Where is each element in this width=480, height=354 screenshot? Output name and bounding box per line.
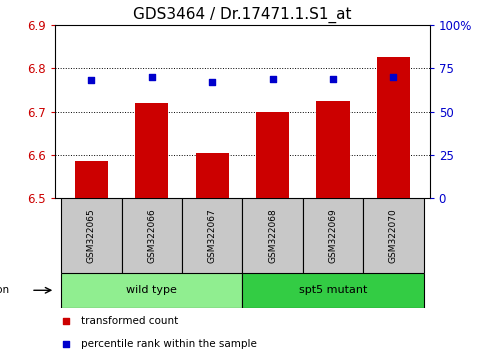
Bar — [75, 161, 108, 198]
Text: GSM322068: GSM322068 — [268, 208, 277, 263]
Point — [62, 318, 70, 324]
Text: percentile rank within the sample: percentile rank within the sample — [82, 339, 257, 349]
Bar — [61, 198, 121, 273]
Text: genotype/variation: genotype/variation — [0, 285, 10, 295]
Bar — [242, 273, 423, 308]
Text: transformed count: transformed count — [82, 316, 179, 326]
Text: GSM322065: GSM322065 — [87, 208, 96, 263]
Point — [390, 74, 397, 80]
Point — [62, 341, 70, 347]
Bar — [303, 198, 363, 273]
Bar — [61, 273, 242, 308]
Point — [329, 76, 337, 81]
Bar — [377, 57, 410, 198]
Bar — [363, 198, 423, 273]
Bar — [256, 112, 289, 198]
Point — [208, 79, 216, 85]
Title: GDS3464 / Dr.17471.1.S1_at: GDS3464 / Dr.17471.1.S1_at — [133, 7, 352, 23]
Text: wild type: wild type — [126, 285, 177, 295]
Text: GSM322069: GSM322069 — [328, 208, 337, 263]
Text: GSM322067: GSM322067 — [208, 208, 216, 263]
Point — [148, 74, 156, 80]
Text: GSM322070: GSM322070 — [389, 208, 398, 263]
Bar — [182, 198, 242, 273]
Text: spt5 mutant: spt5 mutant — [299, 285, 367, 295]
Bar — [316, 101, 349, 198]
Point — [269, 76, 276, 81]
Bar — [196, 153, 229, 198]
Bar — [242, 198, 303, 273]
Bar — [121, 198, 182, 273]
Point — [87, 78, 95, 83]
Text: GSM322066: GSM322066 — [147, 208, 156, 263]
Bar — [135, 103, 168, 198]
